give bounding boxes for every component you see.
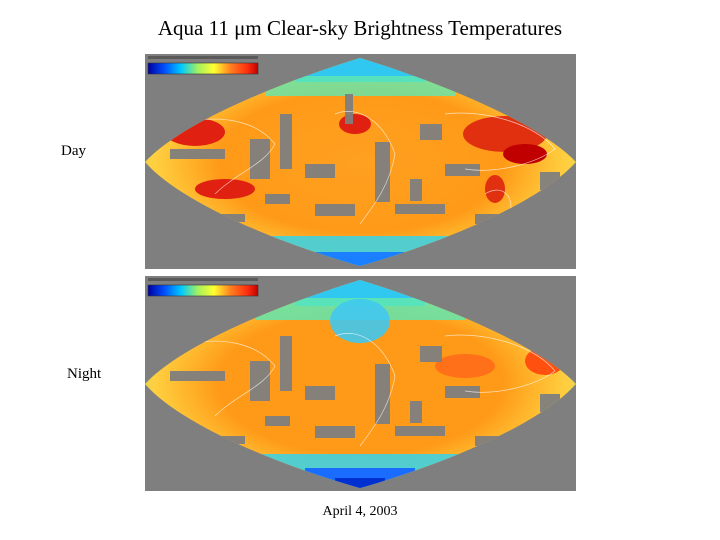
night-map-panel — [145, 276, 576, 491]
day-map — [145, 54, 576, 269]
page-title: Aqua 11 μm Clear-sky Brightness Temperat… — [0, 16, 720, 41]
day-label: Day — [61, 143, 86, 159]
colorbar — [147, 278, 259, 297]
colorbar — [147, 56, 259, 75]
day-map-panel — [145, 54, 576, 269]
night-label: Night — [67, 366, 102, 382]
title-main: Aqua 11 — [157, 16, 235, 40]
date-caption: April 4, 2003 — [322, 504, 398, 519]
title-mu: μ — [234, 16, 246, 40]
title-rest: m Clear-sky Brightness Temperatures — [245, 16, 563, 40]
night-map — [145, 276, 576, 491]
